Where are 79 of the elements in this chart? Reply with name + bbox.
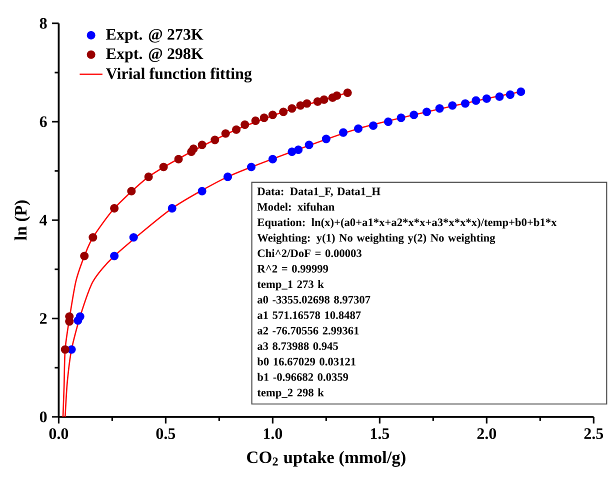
y-tick-label: 4 [40,214,48,226]
point [506,90,514,99]
point [60,345,70,354]
point [460,99,470,108]
annotation: R^2 = 0.99999 [257,264,328,273]
annotation: temp_1 273 k [257,280,324,290]
point [368,121,378,130]
x-tick-label: 1.0 [264,428,282,440]
point [339,128,348,137]
point [472,96,480,105]
x-tick-label: 2.0 [477,428,496,440]
point [422,107,432,116]
annotation: b1 -0.96682 0.0359 [257,372,348,381]
point [221,129,230,138]
legend-label: Virial function fitting [106,67,252,82]
point [410,110,418,119]
point [80,252,89,260]
point [495,92,504,101]
annotation: temp_2 298 k [257,388,324,399]
point [76,312,84,321]
point [127,186,136,196]
annotation: Data: Data1_F, Data1_H [257,187,380,197]
point [279,107,288,116]
point [168,204,176,212]
point [322,134,330,144]
point [343,88,352,97]
y-tick-label: 2 [40,313,47,324]
point [396,113,406,122]
point [174,154,183,164]
point [129,232,138,242]
y-tick-label: 0 [40,411,47,422]
point [482,94,491,103]
point [302,99,312,108]
annotation: a2 -76.70556 2.99361 [258,326,359,334]
point [384,117,393,126]
point [304,140,314,149]
x-tick-label: 0.5 [156,428,176,440]
annotation: a3 8.73988 0.945 [258,342,338,350]
point [332,91,342,100]
point [189,144,198,153]
x-axis-title: CO$_{2}$ uptake (mmol/g) [247,450,406,467]
point [435,104,444,113]
point [144,172,153,181]
legend-label: Expt. @ 298K [106,48,204,62]
point [268,154,277,164]
x-tick-label: 1.5 [370,428,390,439]
point [268,110,277,119]
annotation: Weighting: y(1) No weighting y(2) No weighting [257,234,496,244]
y-axis-title: ln (P) [14,200,30,240]
point [247,162,256,172]
x-tick-label: 2.5 [584,428,604,439]
point [240,120,250,129]
point [251,116,260,125]
point [320,95,328,104]
point [260,113,268,122]
x-tick-label: 0.0 [49,428,68,440]
point [88,232,98,242]
annotation: Chi^2/DoF = 0.00003 [258,249,362,258]
y-tick-label: 6 [40,116,47,127]
point [110,204,119,212]
point [232,125,241,134]
legend-label: Expt. @ 273K [106,28,204,43]
annotation: Model: xifuhan [257,202,334,211]
point [210,136,220,144]
y-tick-label: 8 [40,18,47,29]
point [159,162,168,172]
point [288,104,296,113]
point [448,101,457,110]
point [516,87,526,96]
point [223,172,232,181]
point [110,252,119,260]
annotation: a1 571.16578 10.8487 [258,311,361,319]
annotation: Equation: ln(x)+(a0+a1*x+a2*x*x+a3*x*x*x)/temp+b0+b1*x [257,218,557,228]
point [198,186,206,196]
annotation: a0 -3355.02698 8.97307 [258,296,370,304]
point [294,145,303,154]
annotation: b0 16.67029 0.03121 [257,357,356,366]
point [354,124,363,133]
point [198,140,206,149]
